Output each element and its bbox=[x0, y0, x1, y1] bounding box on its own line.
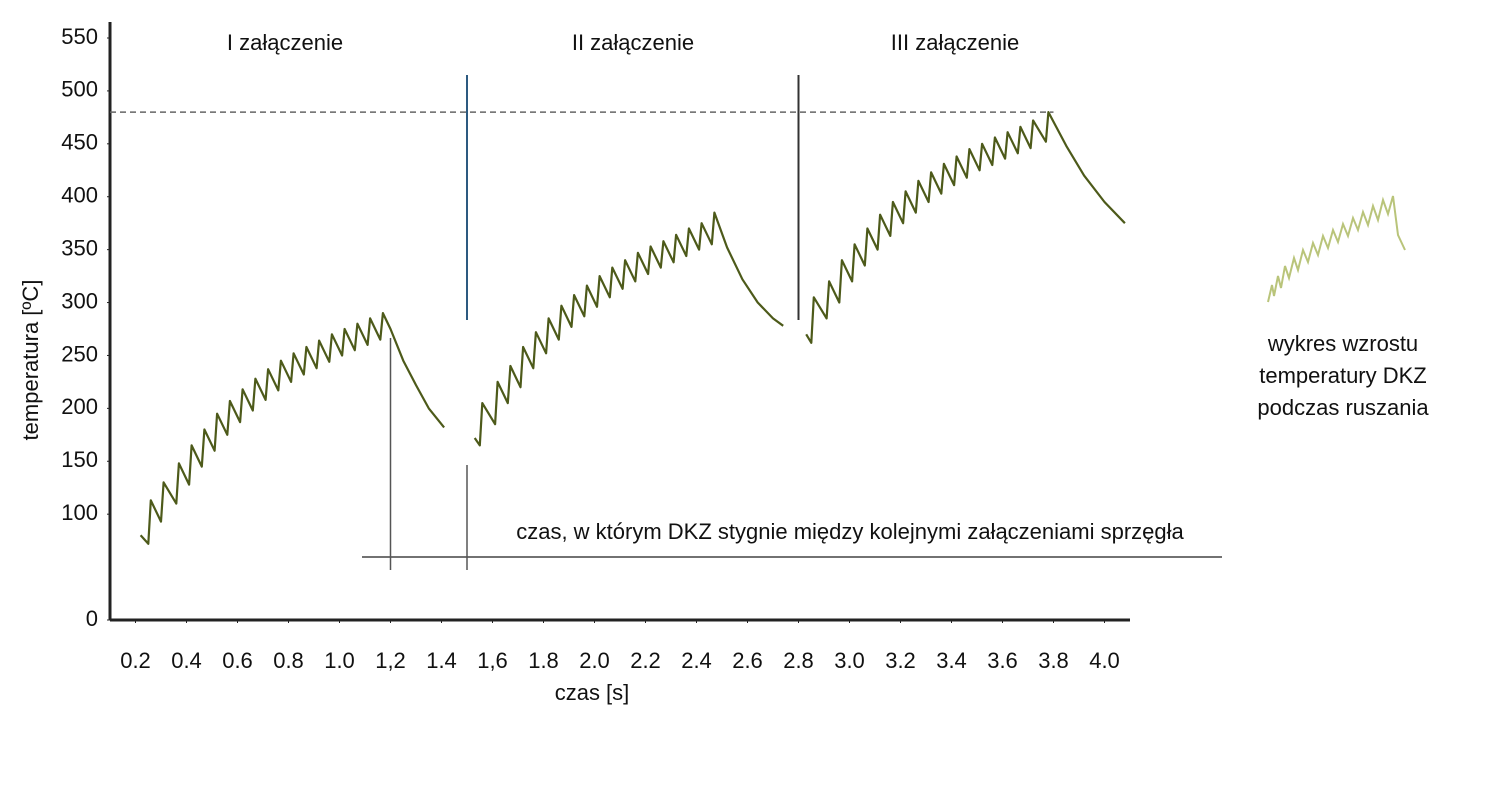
x-tick-label: 1.4 bbox=[426, 648, 457, 673]
phase-label: I załączenie bbox=[227, 30, 343, 55]
cooling-annotation: czas, w którym DKZ stygnie między kolejn… bbox=[516, 519, 1184, 544]
y-tick-label: 100 bbox=[61, 500, 98, 525]
x-tick-label: 2.6 bbox=[732, 648, 763, 673]
x-tick-label: 2.0 bbox=[579, 648, 610, 673]
x-tick-label: 0.2 bbox=[120, 648, 151, 673]
y-tick-label: 200 bbox=[61, 394, 98, 419]
x-tick-label: 2.4 bbox=[681, 648, 712, 673]
temperature-line bbox=[139, 111, 1126, 545]
x-tick-label: 0.4 bbox=[171, 648, 202, 673]
inset-caption: podczas ruszania bbox=[1257, 395, 1429, 420]
y-tick-label: 450 bbox=[61, 130, 98, 155]
inset-caption: temperatury DKZ bbox=[1259, 363, 1427, 388]
y-tick-label: 150 bbox=[61, 447, 98, 472]
x-axis-label: czas [s] bbox=[555, 680, 630, 705]
y-tick-label: 250 bbox=[61, 341, 98, 366]
y-tick-label: 550 bbox=[61, 24, 98, 49]
phase-label: II załączenie bbox=[572, 30, 694, 55]
x-tick-label: 1.0 bbox=[324, 648, 355, 673]
x-tick-label: 1,2 bbox=[375, 648, 406, 673]
x-tick-label: 3.2 bbox=[885, 648, 916, 673]
x-tick-label: 4.0 bbox=[1089, 648, 1120, 673]
x-tick-label: 3.4 bbox=[936, 648, 967, 673]
x-tick-label: 0.8 bbox=[273, 648, 304, 673]
y-tick-label: 400 bbox=[61, 183, 98, 208]
inset-caption: wykres wzrostu bbox=[1267, 331, 1418, 356]
x-tick-label: 3.0 bbox=[834, 648, 865, 673]
y-tick-label: 0 bbox=[86, 606, 98, 631]
x-tick-label: 0.6 bbox=[222, 648, 253, 673]
x-tick-label: 1,6 bbox=[477, 648, 508, 673]
y-tick-label: 300 bbox=[61, 288, 98, 313]
x-tick-label: 3.6 bbox=[987, 648, 1018, 673]
y-axis-label: temperatura [ºC] bbox=[18, 280, 43, 441]
inset-thumbnail bbox=[1267, 195, 1406, 303]
y-tick-label: 500 bbox=[61, 77, 98, 102]
x-tick-label: 3.8 bbox=[1038, 648, 1069, 673]
y-tick-label: 350 bbox=[61, 235, 98, 260]
x-tick-label: 1.8 bbox=[528, 648, 559, 673]
x-tick-label: 2.8 bbox=[783, 648, 814, 673]
x-tick-label: 2.2 bbox=[630, 648, 661, 673]
phase-label: III załączenie bbox=[891, 30, 1019, 55]
